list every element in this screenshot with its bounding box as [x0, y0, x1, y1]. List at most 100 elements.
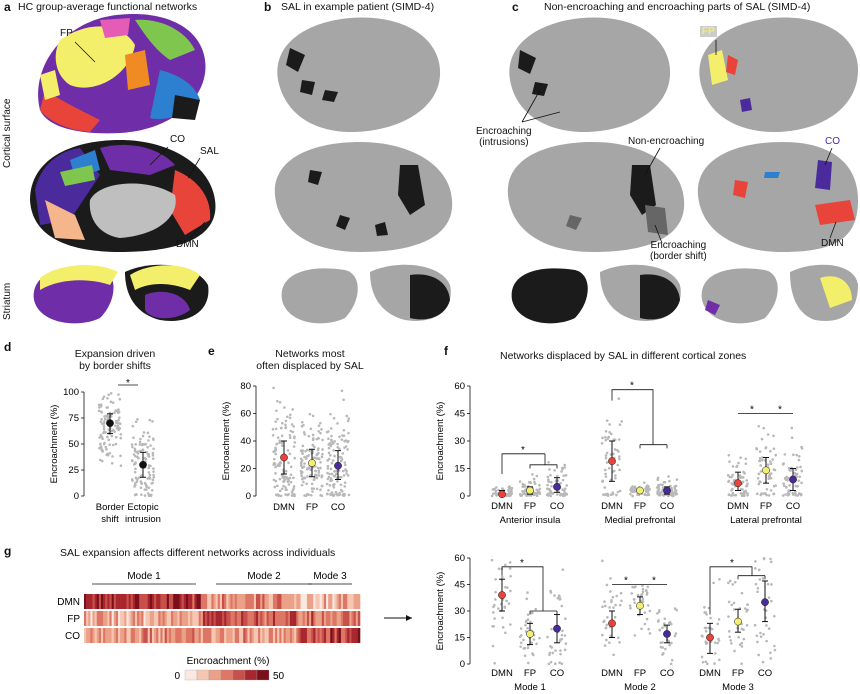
- data-point: [773, 644, 776, 648]
- data-point: [319, 466, 322, 470]
- data-point: [611, 491, 614, 494]
- data-point: [601, 605, 604, 609]
- data-point: [790, 426, 794, 430]
- heatmap-cell: [139, 611, 142, 626]
- heatmap-cell: [122, 611, 125, 626]
- data-point: [737, 635, 740, 639]
- data-point: [147, 471, 151, 474]
- heatmap-cell: [166, 611, 170, 626]
- heatmap-cell: [326, 628, 329, 643]
- brain-a-medial: [30, 140, 216, 252]
- data-point: [756, 476, 760, 480]
- data-point: [761, 660, 765, 664]
- data-point: [279, 461, 282, 465]
- data-point: [795, 472, 799, 476]
- data-point: [492, 492, 495, 495]
- heatmap-cell: [185, 611, 189, 626]
- heatmap-cell: [134, 611, 138, 626]
- brain-a-striatum: [33, 264, 209, 324]
- data-point: [148, 473, 152, 477]
- data-point: [509, 575, 512, 578]
- heatmap-cell: [147, 594, 151, 609]
- heatmap-cell: [103, 628, 106, 643]
- heatmap-cell: [232, 594, 236, 609]
- data-point: [744, 607, 747, 610]
- heatmap-cell: [304, 628, 308, 643]
- data-point: [786, 478, 790, 482]
- data-point: [328, 472, 331, 476]
- data-point: [345, 414, 349, 418]
- data-point: [565, 484, 569, 487]
- data-point: [524, 620, 528, 624]
- panel-title-e-line1: Networks most: [275, 348, 345, 360]
- brain-c-right-medial: [697, 142, 858, 252]
- data-point: [659, 645, 663, 649]
- data-point: [303, 433, 307, 436]
- data-point: [131, 424, 135, 428]
- data-point: [727, 630, 731, 633]
- data-point: [605, 451, 609, 455]
- data-point: [317, 471, 321, 474]
- data-point: [311, 456, 315, 460]
- data-point: [304, 449, 307, 453]
- heatmap-cell: [292, 628, 295, 643]
- heatmap-cell: [103, 594, 106, 609]
- heatmap-cell: [347, 594, 350, 609]
- data-point: [523, 654, 527, 658]
- data-point: [538, 487, 542, 491]
- data-point: [550, 484, 553, 488]
- x-category-label: FP: [306, 502, 318, 513]
- heatmap-cell: [241, 611, 244, 626]
- heatmap-cell: [309, 611, 312, 626]
- y-tick-label: 20: [240, 464, 251, 475]
- panel-label-g: g: [4, 544, 12, 558]
- heatmap-cell: [100, 594, 104, 609]
- data-point: [656, 478, 660, 482]
- data-point: [115, 427, 119, 430]
- data-point: [524, 623, 527, 627]
- data-point: [674, 632, 678, 635]
- heatmap-cell: [232, 628, 236, 643]
- heatmap-cell: [90, 594, 93, 609]
- data-point: [343, 461, 347, 464]
- data-point: [271, 427, 275, 431]
- heatmap-cell: [177, 594, 180, 609]
- data-point: [767, 477, 771, 480]
- data-point: [342, 428, 346, 432]
- data-point: [146, 431, 150, 435]
- heatmap-cell: [255, 594, 259, 609]
- data-point: [276, 399, 279, 403]
- data-point: [630, 592, 634, 595]
- data-point: [648, 632, 652, 635]
- data-point: [131, 445, 134, 449]
- data-point: [330, 491, 334, 494]
- data-point: [754, 582, 758, 586]
- data-point: [345, 469, 348, 473]
- heatmap-cell: [260, 611, 263, 626]
- mean-marker: [526, 630, 534, 638]
- data-point: [116, 410, 119, 413]
- y-tick-label: 50: [68, 439, 79, 450]
- heatmap-cell: [281, 628, 284, 643]
- data-point: [151, 420, 154, 423]
- heatmap-cell: [200, 594, 204, 609]
- data-point: [329, 493, 333, 496]
- heatmap-cell: [296, 628, 299, 643]
- heatmap-cell: [86, 594, 89, 609]
- heatmap-cell: [111, 611, 115, 626]
- data-point: [335, 472, 338, 476]
- heatmap-cell: [251, 611, 255, 626]
- data-point: [546, 475, 550, 479]
- data-point: [292, 485, 296, 488]
- heatmap-cell: [228, 594, 231, 609]
- data-point: [118, 397, 122, 401]
- data-point: [494, 590, 497, 594]
- heatmap-cell: [160, 594, 163, 609]
- data-point: [671, 492, 675, 496]
- data-point: [152, 447, 155, 451]
- data-point: [756, 640, 759, 644]
- data-point: [644, 588, 648, 592]
- heatmap-cell: [143, 594, 146, 609]
- heatmap-cell: [253, 628, 257, 643]
- panel-label-d: d: [4, 340, 12, 354]
